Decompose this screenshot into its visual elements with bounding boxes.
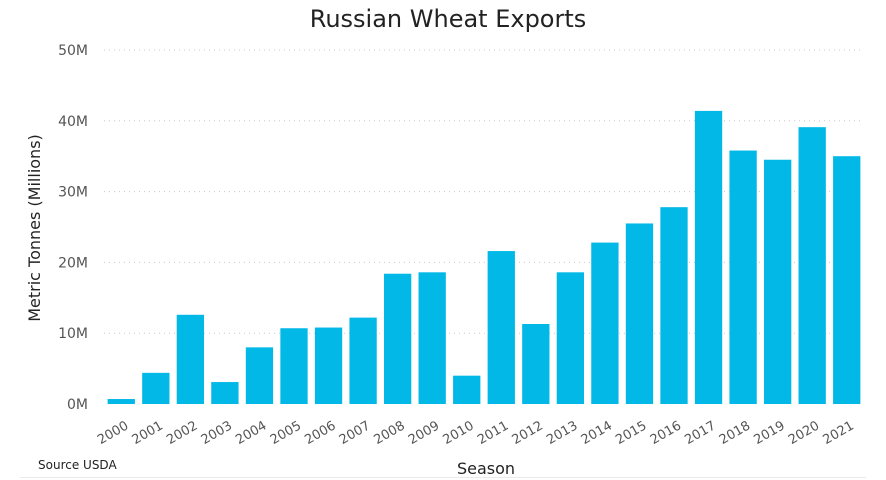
bar-2020: [798, 127, 826, 405]
bar-2017: [694, 110, 723, 404]
gridlines: [104, 49, 864, 334]
bar-2006: [314, 327, 343, 404]
x-tick-label: 2000: [95, 418, 131, 448]
chart-title: Russian Wheat Exports: [310, 5, 587, 33]
bars: [107, 110, 861, 405]
bottom-divider: [20, 477, 866, 478]
x-tick-label: 2019: [751, 418, 787, 448]
x-tick-label: 2013: [544, 418, 580, 448]
x-tick-label: 2015: [613, 418, 649, 448]
x-axis-title: Season: [457, 459, 515, 478]
x-tick-label: 2007: [337, 418, 373, 448]
bar-2004: [245, 347, 274, 404]
x-tick-label: 2001: [130, 418, 166, 448]
x-tick-label: 2014: [579, 418, 615, 448]
x-tick-label: 2009: [406, 418, 442, 448]
bar-2014: [591, 242, 619, 404]
x-tick-label: 2004: [233, 418, 269, 448]
x-tick-label: 2012: [510, 418, 546, 448]
y-tick-label: 40M: [58, 114, 88, 130]
x-tick-label: 2021: [821, 418, 857, 448]
x-tick-label: 2017: [682, 418, 718, 448]
bar-2018: [729, 150, 757, 404]
x-tick-label: 2020: [786, 418, 822, 448]
y-axis-ticks: 0M 10M 20M 30M 40M 50M: [58, 43, 88, 413]
bar-2000: [107, 399, 135, 404]
x-tick-label: 2008: [371, 418, 407, 448]
bar-2008: [383, 273, 412, 404]
y-tick-label: 50M: [58, 43, 88, 59]
bar-2003: [211, 382, 239, 404]
x-axis-ticks: 2000200120022003200420052006200720082009…: [95, 418, 857, 448]
bar-2015: [625, 223, 654, 404]
x-tick-label: 2002: [164, 418, 200, 448]
x-tick-label: 2006: [302, 418, 338, 448]
y-tick-label: 30M: [58, 185, 88, 201]
x-tick-label: 2010: [441, 418, 477, 448]
bar-2021: [833, 156, 861, 404]
bar-2002: [176, 314, 205, 404]
bar-2009: [418, 272, 446, 404]
bar-2011: [487, 251, 515, 404]
bar-2016: [660, 207, 688, 404]
bar-2010: [453, 375, 481, 404]
x-tick-label: 2003: [199, 418, 235, 448]
y-tick-label: 0M: [67, 397, 88, 413]
y-tick-label: 20M: [58, 255, 88, 271]
bar-2005: [280, 328, 308, 404]
y-tick-label: 10M: [58, 326, 88, 342]
bar-2012: [522, 324, 550, 404]
y-axis-title: Metric Tonnes (Millions): [25, 134, 44, 322]
x-tick-label: 2018: [717, 418, 753, 448]
bar-2007: [349, 317, 377, 404]
x-tick-label: 2005: [268, 418, 304, 448]
source-note: Source USDA: [38, 458, 117, 472]
x-tick-label: 2011: [475, 418, 511, 448]
bar-2019: [763, 159, 792, 404]
bar-2013: [556, 272, 585, 404]
x-tick-label: 2016: [648, 418, 684, 448]
bar-2001: [142, 372, 170, 404]
